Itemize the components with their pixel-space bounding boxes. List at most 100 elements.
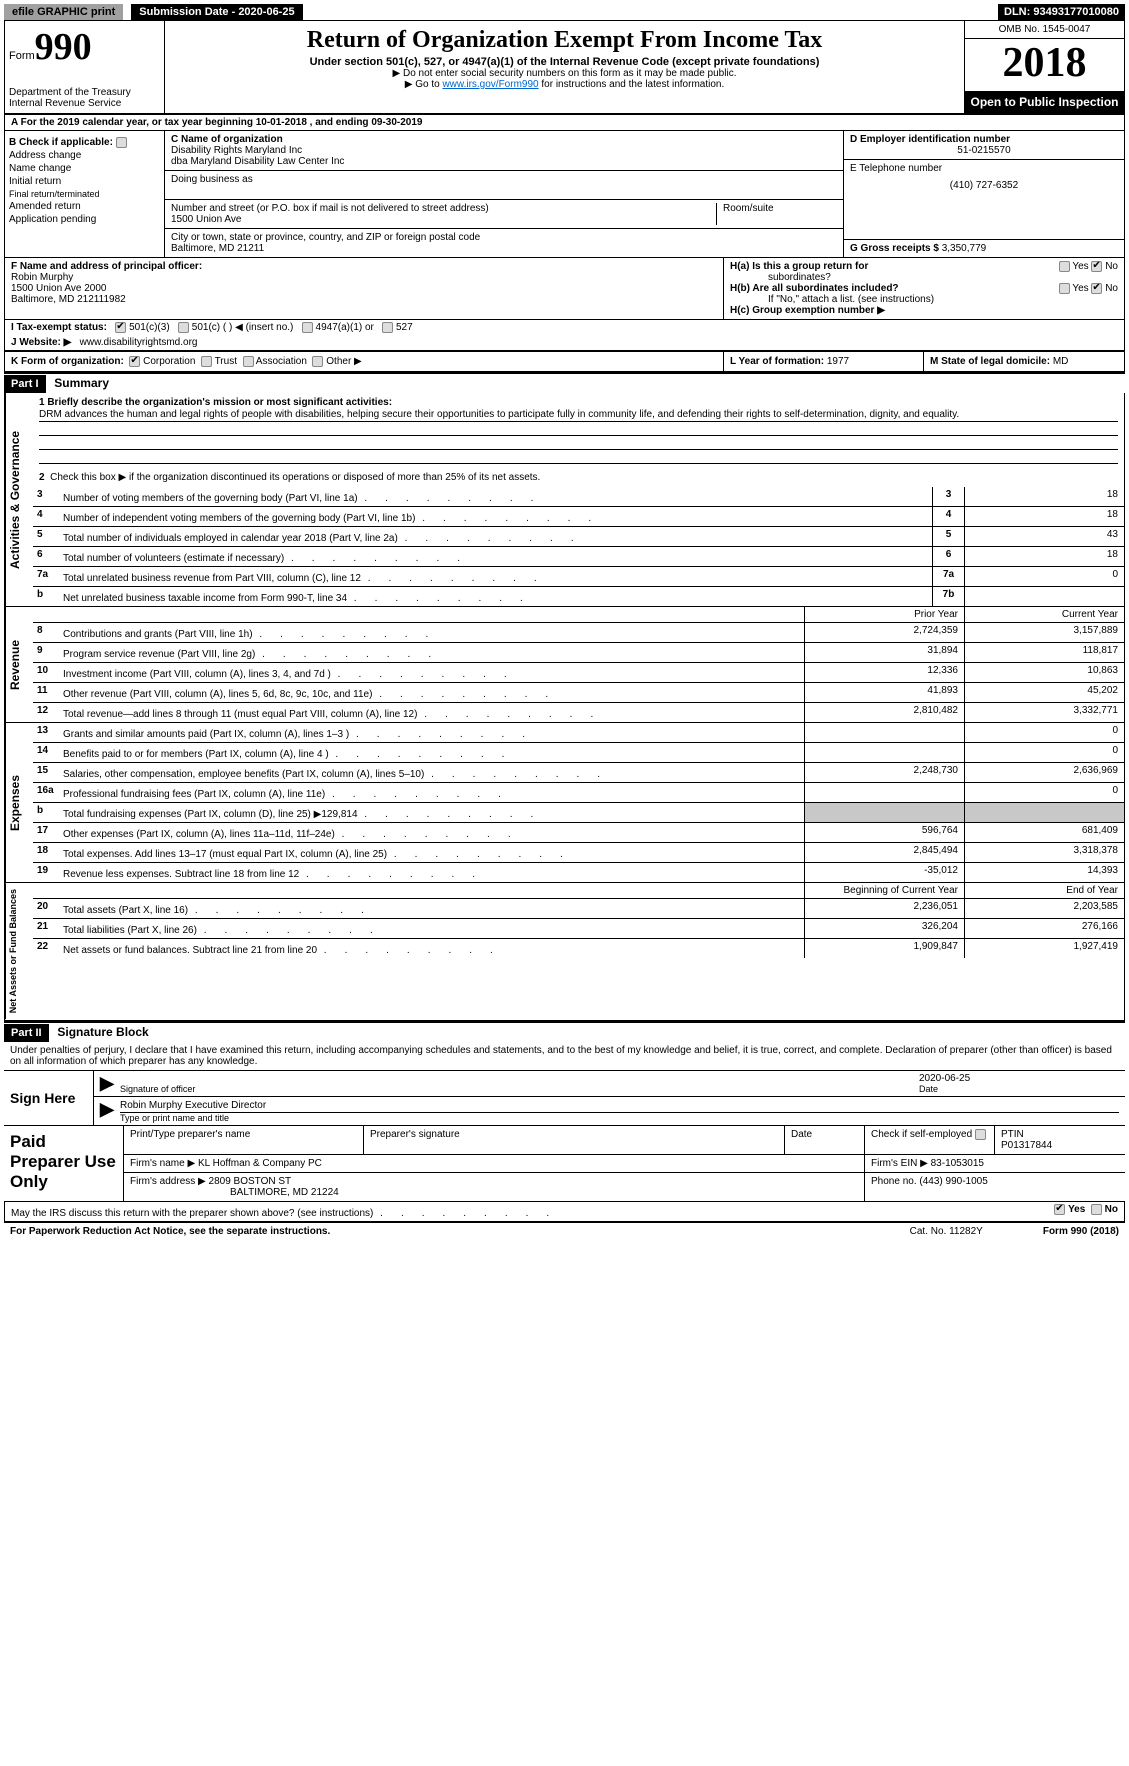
form-note1: ▶ Do not enter social security numbers o… bbox=[169, 68, 960, 79]
form-note2: ▶ Go to www.irs.gov/Form990 for instruct… bbox=[169, 79, 960, 90]
hb-yes-checkbox[interactable] bbox=[1059, 283, 1070, 294]
discuss-no-checkbox[interactable] bbox=[1091, 1204, 1102, 1215]
year-header-row: Prior Year Current Year bbox=[33, 607, 1124, 623]
principal-officer-box: F Name and address of principal officer:… bbox=[5, 258, 724, 319]
checkbox-applicable[interactable] bbox=[116, 137, 127, 148]
summary-row: 4Number of independent voting members of… bbox=[33, 507, 1124, 527]
footer-right: Form 990 (2018) bbox=[1043, 1226, 1119, 1237]
box-b-header: B Check if applicable: bbox=[9, 137, 160, 148]
check-initial-return: Initial return bbox=[9, 176, 160, 187]
topbar: efile GRAPHIC print Submission Date - 20… bbox=[4, 4, 1125, 20]
form-prefix: Form bbox=[9, 50, 35, 62]
discuss-yes-checkbox[interactable] bbox=[1054, 1204, 1065, 1215]
ein-value: 51-0215570 bbox=[850, 145, 1118, 156]
ha-yes-checkbox[interactable] bbox=[1059, 261, 1070, 272]
form-footer: For Paperwork Reduction Act Notice, see … bbox=[4, 1222, 1125, 1240]
financial-row: 21Total liabilities (Part X, line 26)326… bbox=[33, 919, 1124, 939]
firm-addr1: 2809 BOSTON ST bbox=[209, 1176, 292, 1187]
header-left: Form990 Department of the Treasury Inter… bbox=[5, 21, 165, 113]
corp-checkbox[interactable] bbox=[129, 356, 140, 367]
firm-addr2: BALTIMORE, MD 21224 bbox=[230, 1187, 339, 1198]
city-box: City or town, state or province, country… bbox=[165, 229, 843, 257]
527-checkbox[interactable] bbox=[382, 322, 393, 333]
firm-ein: 83-1053015 bbox=[931, 1158, 984, 1169]
efile-label: efile GRAPHIC print bbox=[4, 4, 123, 20]
netassets-table: Net Assets or Fund Balances Beginning of… bbox=[4, 883, 1125, 1020]
ein-box: D Employer identification number 51-0215… bbox=[844, 131, 1124, 160]
org-name-box: C Name of organization Disability Rights… bbox=[165, 131, 843, 171]
501c3-checkbox[interactable] bbox=[115, 322, 126, 333]
h-questions: H(a) Is this a group return for subordin… bbox=[724, 258, 1124, 319]
sig-date: 2020-06-25 bbox=[919, 1073, 1119, 1084]
trust-checkbox[interactable] bbox=[201, 356, 212, 367]
form-subtitle: Under section 501(c), 527, or 4947(a)(1)… bbox=[169, 56, 960, 68]
year-formation: 1977 bbox=[827, 356, 849, 367]
room-suite-label: Room/suite bbox=[717, 203, 837, 225]
activities-table: Activities & Governance 1 Briefly descri… bbox=[4, 393, 1125, 607]
4947-checkbox[interactable] bbox=[302, 322, 313, 333]
omb-number: OMB No. 1545-0047 bbox=[965, 21, 1124, 39]
financial-row: 14Benefits paid to or for members (Part … bbox=[33, 743, 1124, 763]
penalty-text: Under penalties of perjury, I declare th… bbox=[4, 1042, 1125, 1070]
prep-date-label: Date bbox=[785, 1126, 865, 1154]
org-dba: dba Maryland Disability Law Center Inc bbox=[171, 156, 837, 167]
doing-business-box: Doing business as bbox=[165, 171, 843, 200]
form-number: 990 bbox=[35, 26, 92, 68]
irs-link[interactable]: www.irs.gov/Form990 bbox=[442, 79, 538, 90]
financial-row: 22Net assets or fund balances. Subtract … bbox=[33, 939, 1124, 958]
footer-cat: Cat. No. 11282Y bbox=[910, 1226, 983, 1237]
row-klm: K Form of organization: Corporation Trus… bbox=[4, 352, 1125, 372]
paid-preparer-label: Paid Preparer Use Only bbox=[4, 1126, 124, 1201]
financial-row: 16aProfessional fundraising fees (Part I… bbox=[33, 783, 1124, 803]
city-state-zip: Baltimore, MD 21211 bbox=[171, 243, 837, 254]
financial-row: 12Total revenue—add lines 8 through 11 (… bbox=[33, 703, 1124, 722]
website-value: www.disabilityrightsmd.org bbox=[80, 337, 198, 348]
org-name: Disability Rights Maryland Inc bbox=[171, 145, 837, 156]
side-activities: Activities & Governance bbox=[5, 393, 33, 606]
firm-phone: (443) 990-1005 bbox=[919, 1176, 987, 1187]
ha-no-checkbox[interactable] bbox=[1091, 261, 1102, 272]
financial-row: 18Total expenses. Add lines 13–17 (must … bbox=[33, 843, 1124, 863]
hb-no-checkbox[interactable] bbox=[1091, 283, 1102, 294]
header-right: OMB No. 1545-0047 2018 Open to Public In… bbox=[964, 21, 1124, 113]
summary-row: bNet unrelated business taxable income f… bbox=[33, 587, 1124, 606]
gross-receipts-value: 3,350,779 bbox=[942, 243, 987, 254]
financial-row: bTotal fundraising expenses (Part IX, co… bbox=[33, 803, 1124, 823]
expenses-table: Expenses 13Grants and similar amounts pa… bbox=[4, 723, 1125, 883]
section-fh: F Name and address of principal officer:… bbox=[4, 258, 1125, 320]
officer-name-title: Robin Murphy Executive Director bbox=[120, 1099, 1119, 1113]
side-revenue: Revenue bbox=[5, 607, 33, 722]
row-j-website: J Website: ▶ www.disabilityrightsmd.org bbox=[4, 335, 1125, 352]
financial-row: 10Investment income (Part VIII, column (… bbox=[33, 663, 1124, 683]
form-header: Form990 Department of the Treasury Inter… bbox=[4, 20, 1125, 115]
submission-date: Submission Date - 2020-06-25 bbox=[131, 4, 302, 20]
check-final-return: Final return/terminated bbox=[9, 189, 160, 199]
col-c-org-info: C Name of organization Disability Rights… bbox=[165, 131, 844, 257]
financial-row: 8Contributions and grants (Part VIII, li… bbox=[33, 623, 1124, 643]
row-i-tax-status: I Tax-exempt status: 501(c)(3) 501(c) ( … bbox=[4, 320, 1125, 335]
officer-name: Robin Murphy bbox=[11, 272, 717, 283]
dln-label: DLN: 93493177010080 bbox=[998, 4, 1125, 20]
arrow-icon-2: ▶ bbox=[100, 1099, 120, 1123]
part-2-badge: Part II bbox=[4, 1024, 49, 1042]
revenue-table: Revenue Prior Year Current Year 8Contrib… bbox=[4, 607, 1125, 723]
financial-row: 17Other expenses (Part IX, column (A), l… bbox=[33, 823, 1124, 843]
financial-row: 19Revenue less expenses. Subtract line 1… bbox=[33, 863, 1124, 882]
prep-name-label: Print/Type preparer's name bbox=[124, 1126, 364, 1154]
phone-value: (410) 727-6352 bbox=[850, 180, 1118, 191]
dept-treasury: Department of the Treasury Internal Reve… bbox=[9, 87, 160, 109]
self-employed-checkbox[interactable] bbox=[975, 1129, 986, 1140]
firm-name: KL Hoffman & Company PC bbox=[198, 1158, 322, 1169]
501c-checkbox[interactable] bbox=[178, 322, 189, 333]
assoc-checkbox[interactable] bbox=[243, 356, 254, 367]
check-amended-return: Amended return bbox=[9, 201, 160, 212]
domicile-state: MD bbox=[1053, 356, 1069, 367]
other-checkbox[interactable] bbox=[312, 356, 323, 367]
officer-addr2: Baltimore, MD 212111982 bbox=[11, 294, 717, 305]
summary-row: 6Total number of volunteers (estimate if… bbox=[33, 547, 1124, 567]
officer-addr1: 1500 Union Ave 2000 bbox=[11, 283, 717, 294]
arrow-icon: ▶ bbox=[100, 1073, 120, 1094]
mission-text: DRM advances the human and legal rights … bbox=[39, 408, 1118, 422]
netassets-header-row: Beginning of Current Year End of Year bbox=[33, 883, 1124, 899]
form-990-container: efile GRAPHIC print Submission Date - 20… bbox=[0, 0, 1129, 1244]
